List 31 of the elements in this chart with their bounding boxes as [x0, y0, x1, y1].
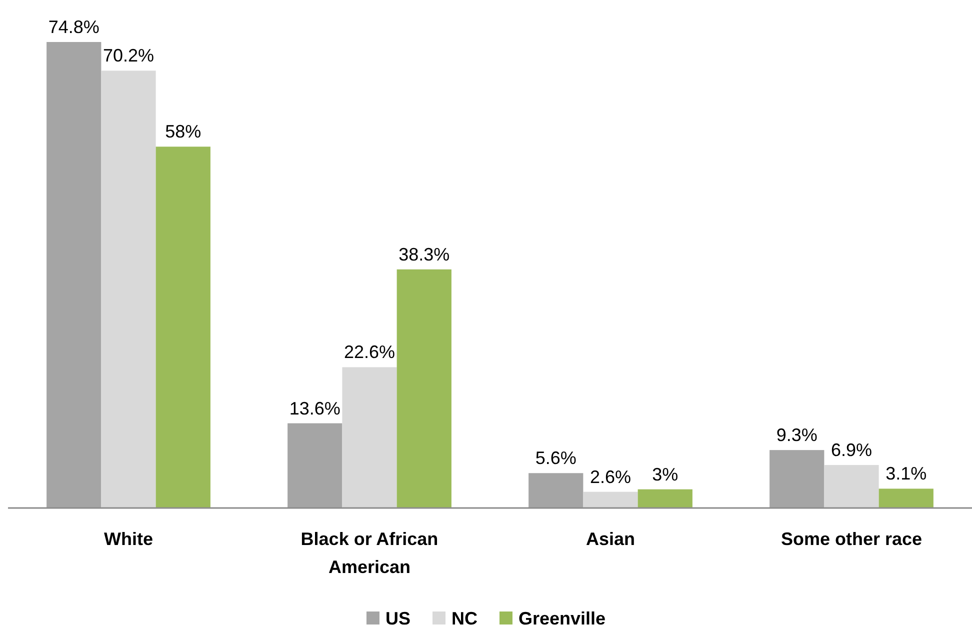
data-label: 58% [165, 122, 202, 142]
x-tick-label: Black or African American [300, 529, 438, 577]
bar [770, 450, 824, 508]
bar [156, 146, 210, 508]
data-label: 2.6% [590, 466, 632, 487]
legend-label: Greenville [518, 608, 606, 628]
data-label: 13.6% [289, 398, 340, 418]
data-label: 9.3% [776, 425, 818, 446]
data-label: 3% [652, 464, 678, 484]
bar [824, 465, 879, 508]
data-label: 22.6% [344, 342, 396, 362]
bar [396, 269, 452, 508]
data-label: 6.9% [830, 440, 872, 460]
bar [342, 367, 397, 508]
x-tick-label: White [104, 529, 153, 549]
data-label: 3.1% [886, 464, 927, 484]
data-label: 70.2% [102, 46, 154, 66]
legend-label: US [385, 608, 410, 628]
bar [878, 488, 934, 508]
data-label: 74.8% [48, 17, 100, 37]
x-tick-label: Some other race [780, 529, 922, 549]
bar [638, 489, 692, 508]
data-label: 5.6% [535, 448, 576, 468]
legend-label: NC [451, 608, 478, 628]
bar [101, 70, 156, 508]
bar [528, 473, 584, 508]
bar [288, 423, 342, 508]
bar [583, 492, 638, 508]
bar [46, 42, 102, 508]
data-label: 38.3% [398, 244, 450, 264]
x-tick-label: Asian [586, 529, 636, 549]
